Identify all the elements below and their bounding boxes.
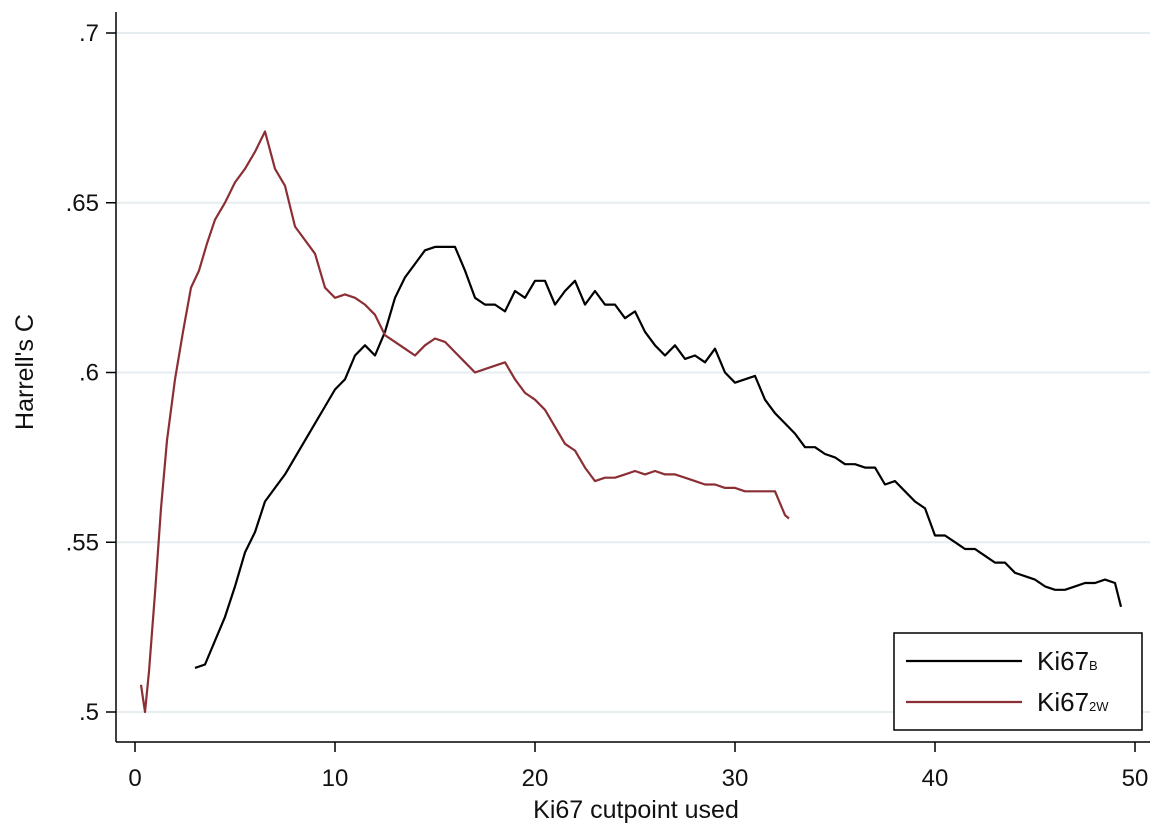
legend-label-ki67b: Ki67B xyxy=(1037,646,1098,676)
y-axis-title: Harrell's C xyxy=(11,314,39,430)
x-tick-label-1: 10 xyxy=(322,765,349,792)
x-tick-label-0: 0 xyxy=(128,765,141,792)
legend-label-ki67-2w: Ki672W xyxy=(1037,687,1109,717)
x-tick-label-3: 30 xyxy=(722,765,749,792)
x-tick-label-5: 50 xyxy=(1122,765,1149,792)
y-tick-label-1: .55 xyxy=(66,529,99,556)
axes xyxy=(115,12,1150,743)
x-axis-title: Ki67 cutpoint used xyxy=(533,796,739,823)
series-line-ki67b xyxy=(194,245,1123,669)
legend-box xyxy=(893,632,1143,731)
series-line-ki67-2w xyxy=(139,130,790,714)
y-tick-label-4: .7 xyxy=(79,20,99,47)
tick-marks-and-labels: .5 .55 .6 .65 .7 0 10 20 30 40 50 xyxy=(66,20,1149,792)
x-tick-label-2: 20 xyxy=(522,765,549,792)
y-tick-label-2: .6 xyxy=(79,360,99,387)
legend: Ki67B Ki672W xyxy=(893,632,1143,731)
x-tick-label-4: 40 xyxy=(922,765,949,792)
series-lines xyxy=(139,130,1123,714)
y-tick-label-3: .65 xyxy=(66,190,99,217)
y-tick-label-0: .5 xyxy=(79,699,99,726)
